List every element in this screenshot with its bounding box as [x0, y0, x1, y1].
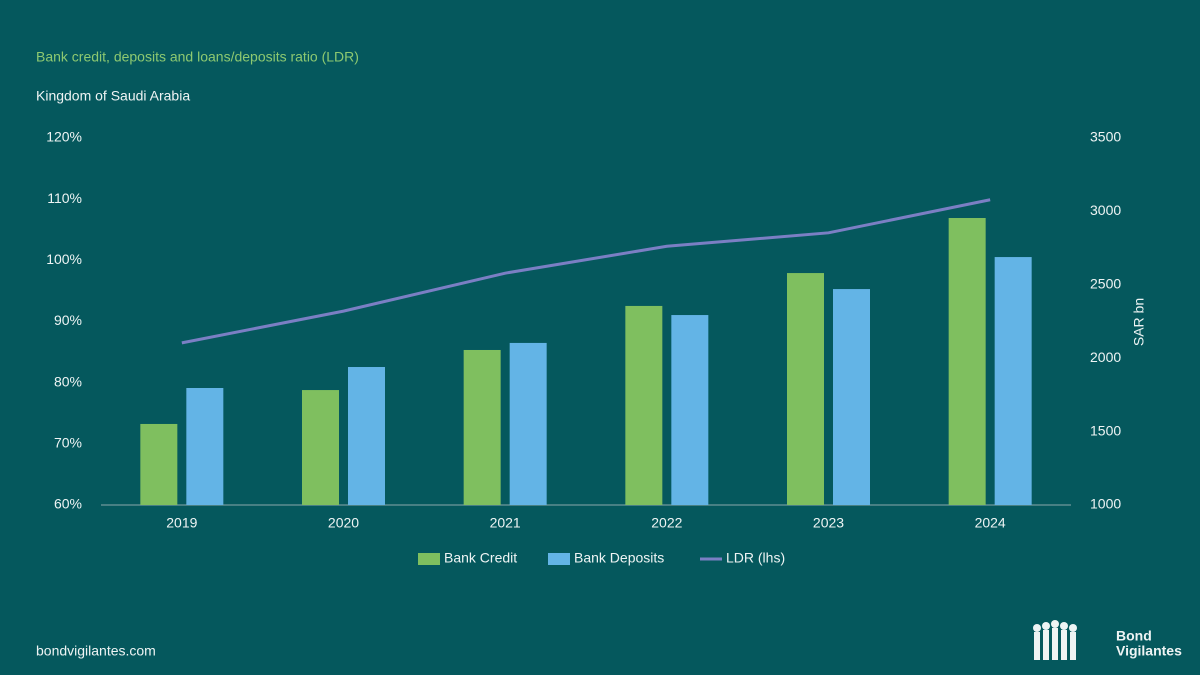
y2-axis-label: SAR bn — [1131, 298, 1147, 346]
x-tick-label: 2024 — [975, 515, 1006, 531]
y2-tick-label: 2500 — [1090, 276, 1121, 292]
bar — [463, 349, 501, 505]
bar — [302, 390, 339, 505]
y-tick-label: 70% — [54, 435, 82, 451]
y-tick-label: 60% — [54, 496, 82, 512]
y-tick-label: 120% — [46, 129, 82, 145]
y2-tick-label: 2000 — [1090, 349, 1121, 365]
bar — [186, 388, 224, 505]
bar — [348, 367, 385, 505]
y-tick-label: 100% — [46, 251, 82, 267]
chart-title: Bank credit, deposits and loans/deposits… — [36, 49, 359, 65]
bar — [509, 342, 547, 505]
bar — [787, 273, 824, 505]
y-tick-label: 110% — [47, 190, 82, 206]
y-tick-label: 90% — [54, 312, 82, 328]
x-tick-label: 2022 — [651, 515, 682, 531]
logo: Bond Vigilantes — [1033, 620, 1182, 660]
legend-label: Bank Credit — [444, 550, 517, 566]
bar — [671, 315, 709, 505]
bar — [625, 305, 663, 505]
chart-subtitle: Kingdom of Saudi Arabia — [36, 88, 190, 104]
bar — [833, 289, 870, 505]
bar — [994, 257, 1032, 505]
logo-text: Vigilantes — [1116, 643, 1182, 659]
y2-tick-label: 1000 — [1090, 496, 1121, 512]
y2-tick-label: 3500 — [1090, 129, 1121, 145]
y2-tick-label: 1500 — [1090, 422, 1121, 438]
footer: bondvigilantes.com — [36, 643, 156, 659]
x-tick-label: 2021 — [490, 515, 521, 531]
y2-tick-label: 3000 — [1090, 202, 1121, 218]
legend-label: LDR (lhs) — [726, 550, 785, 566]
logo-text: Bond — [1116, 628, 1152, 644]
x-tick-label: 2020 — [328, 515, 359, 531]
legend-swatch — [418, 553, 440, 565]
line — [181, 198, 991, 345]
x-tick-label: 2019 — [166, 515, 197, 531]
bar — [140, 423, 178, 505]
y-tick-label: 80% — [54, 373, 82, 389]
x-tick-label: 2023 — [813, 515, 844, 531]
bar — [948, 218, 986, 506]
legend-label: Bank Deposits — [574, 550, 664, 566]
legend-swatch — [548, 553, 570, 565]
logo-figures — [1033, 620, 1077, 660]
